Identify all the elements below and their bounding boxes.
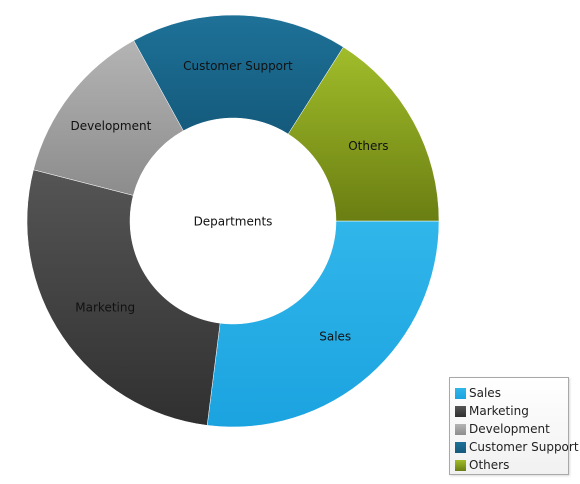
slice-marketing[interactable] [26, 169, 221, 426]
legend-label: Customer Support [469, 440, 579, 454]
legend-swatch [455, 423, 466, 435]
legend-swatch [455, 441, 466, 453]
label-layer: Sales Marketing Development Customer Suppor… [71, 59, 389, 343]
legend-label: Sales [469, 386, 501, 400]
slice-label-development: Development [71, 119, 152, 133]
chart-legend: Sales Marketing Development Customer Suppor… [449, 377, 579, 475]
slice-layer [26, 14, 440, 428]
legend-item-development: Development [455, 420, 568, 438]
legend-swatch [455, 459, 466, 471]
slice-development[interactable] [33, 40, 184, 196]
legend-swatch [455, 387, 466, 399]
slice-label-others: Others [348, 139, 388, 153]
legend-label: Marketing [469, 404, 529, 418]
legend-item-customer-support: Customer Support [455, 438, 579, 456]
legend-swatch [455, 405, 466, 417]
slice-customer-support[interactable] [133, 14, 344, 135]
slice-label-marketing: Marketing [75, 300, 135, 314]
slice-label-customer-support: Customer Support [183, 59, 293, 73]
slice-sales[interactable] [206, 220, 440, 428]
slice-label-sales: Sales [319, 329, 351, 343]
legend-item-marketing: Marketing [455, 402, 568, 420]
legend-item-others: Others [455, 456, 568, 474]
center-label: Departments [194, 215, 273, 229]
legend-item-sales: Sales [455, 384, 568, 402]
slice-others[interactable] [287, 46, 440, 222]
legend-label: Development [469, 422, 550, 436]
legend-label: Others [469, 458, 510, 472]
